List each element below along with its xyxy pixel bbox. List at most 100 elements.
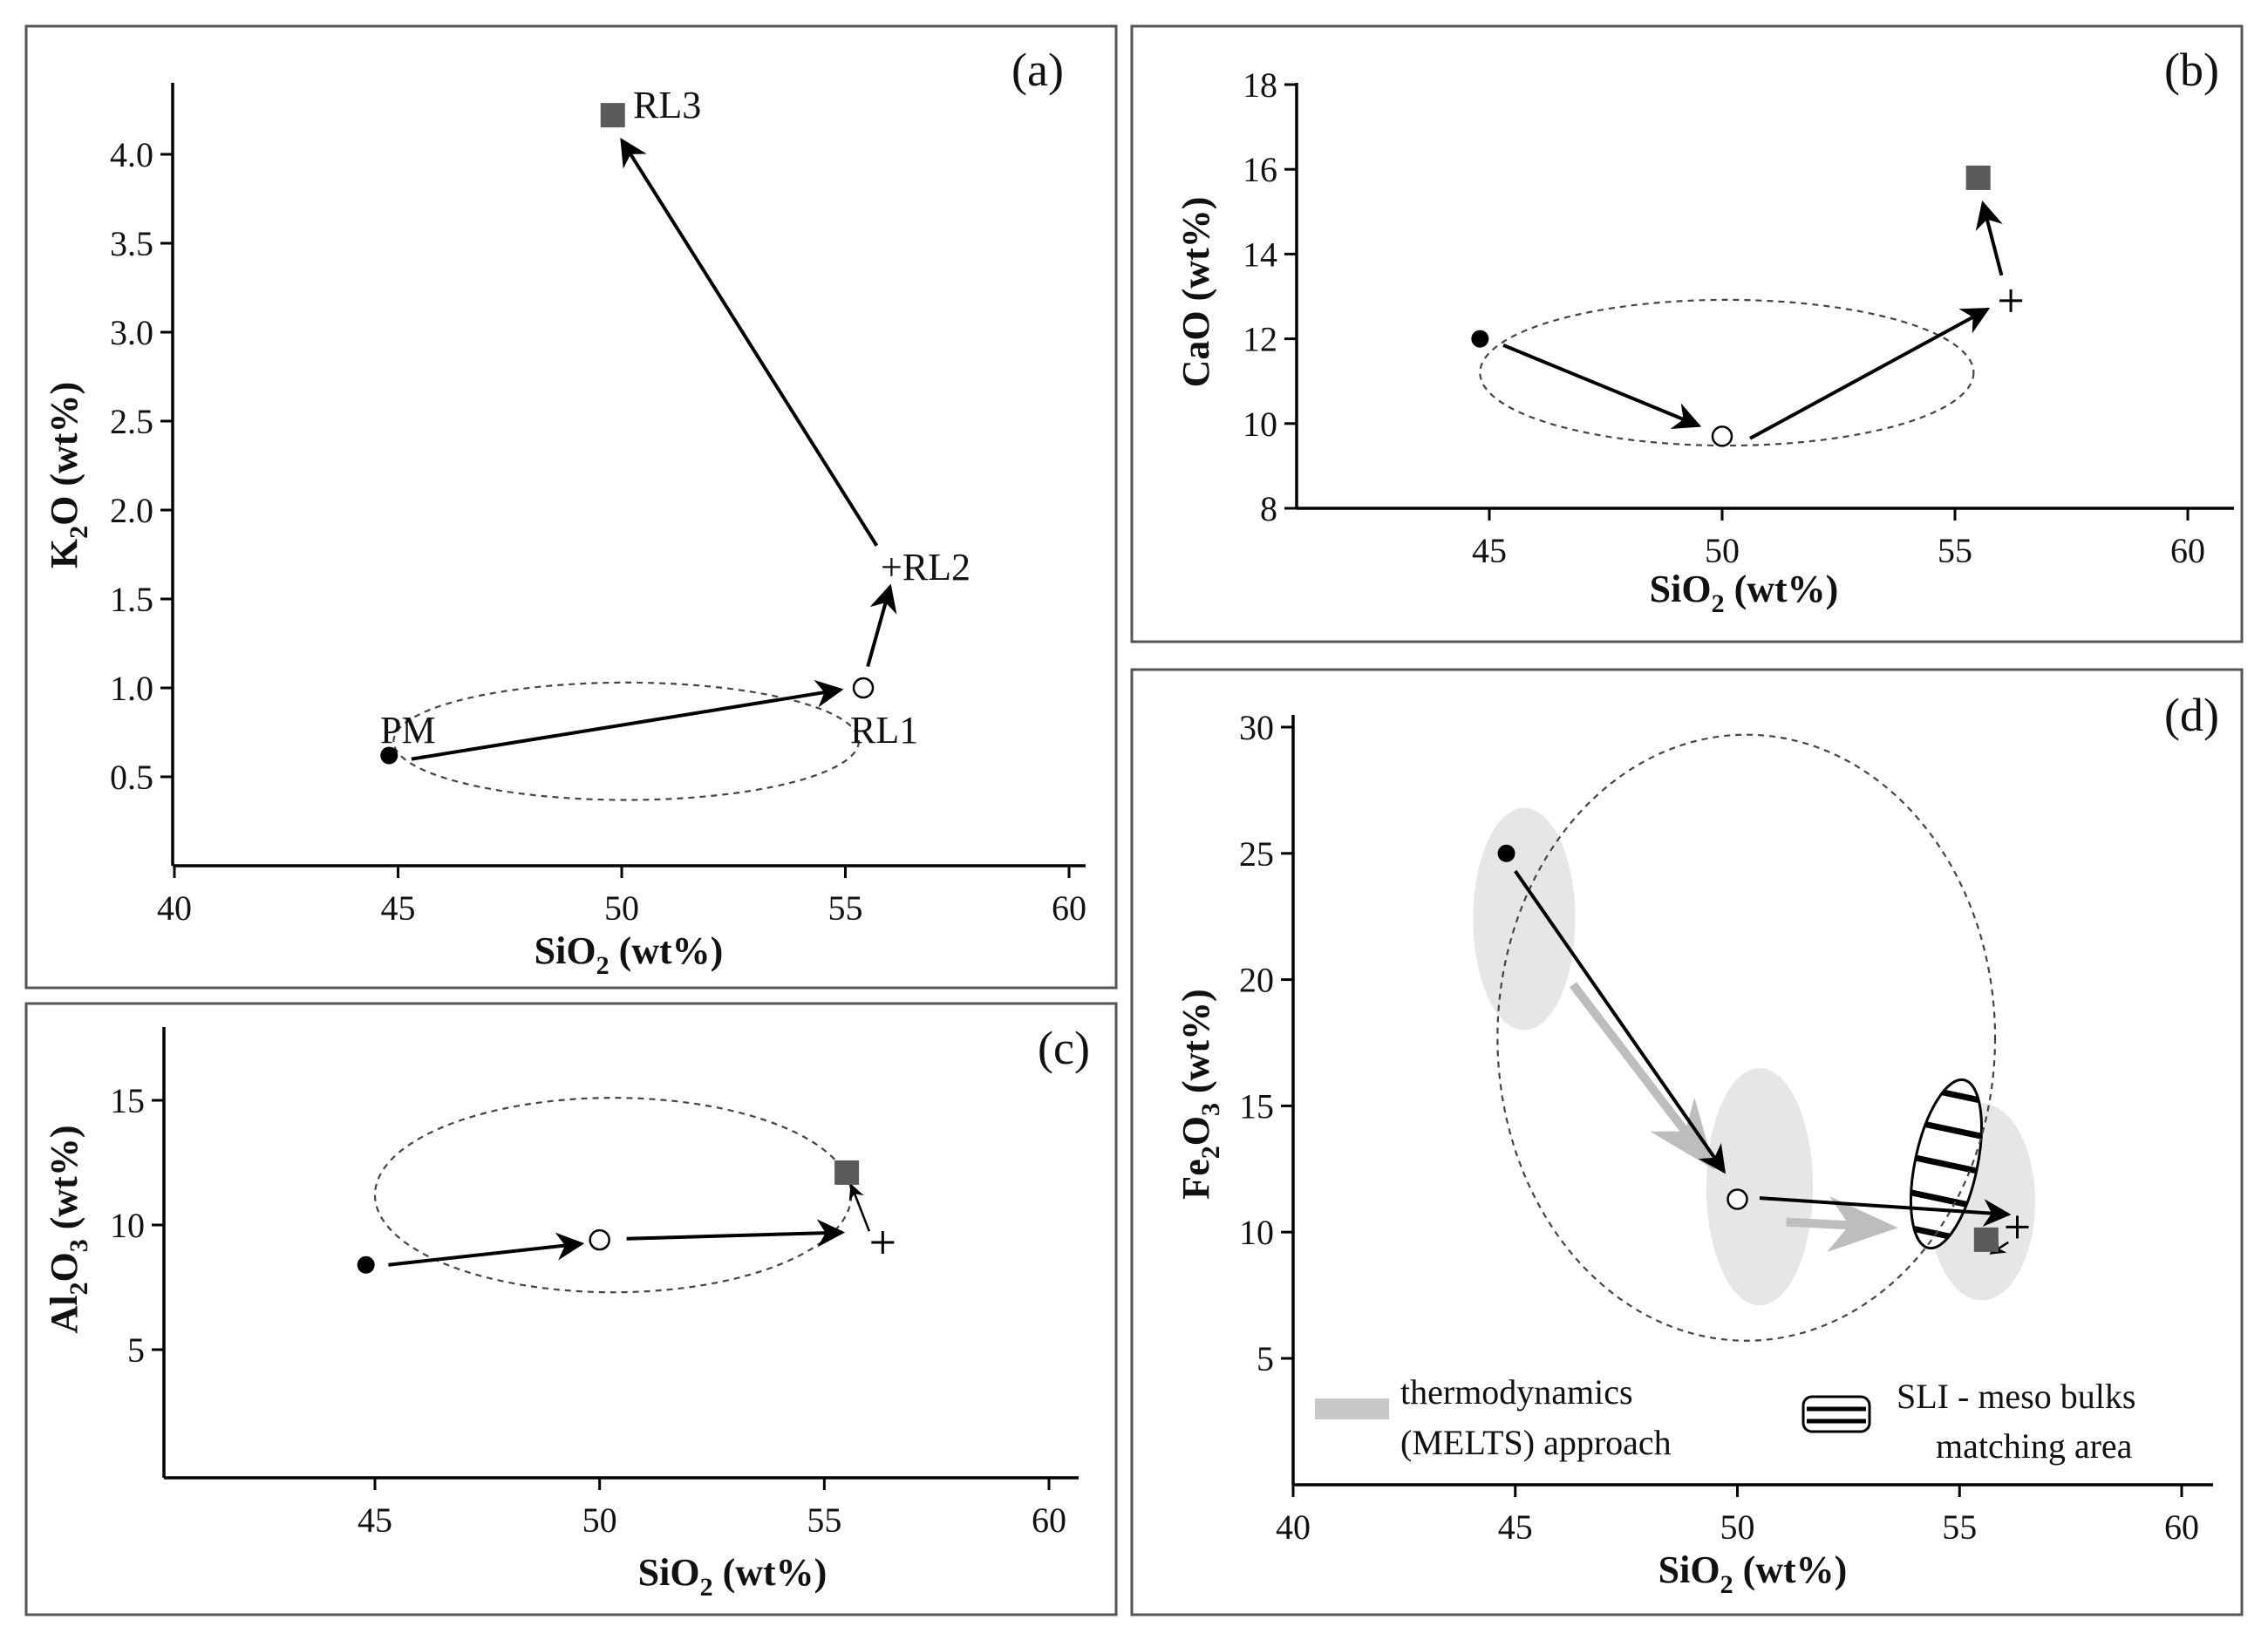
sli-matching-area	[1910, 1078, 1983, 1250]
panel-a-arrow-0	[411, 679, 844, 761]
panel-d-ylabel-sub2: 3	[1196, 1103, 1225, 1116]
panel-a-ytick-label: 3.5	[110, 224, 153, 263]
panel-c-arrow-1	[626, 1219, 846, 1248]
panel-d-xtick-label: 50	[1720, 1507, 1755, 1547]
panel-b-point-rl1	[1711, 425, 1733, 447]
panel-a-ytick-label: 3.0	[110, 313, 153, 352]
panel-c-xtick-label: 50	[582, 1500, 617, 1540]
panel-a: 40 45 50 55 60 0.5 1.0 1.5 2.0 2.5 3.0 3.5 4.0 (a) R…	[43, 44, 1086, 980]
legend-sli-line2: matching area	[1936, 1426, 2133, 1466]
panel-b-xtick-label: 55	[1938, 531, 1972, 570]
panel-c-xlabel-main: SiO	[638, 1551, 700, 1594]
legend-melts-swatch	[1315, 1398, 1389, 1419]
panel-c-ytick-label: 10	[110, 1206, 145, 1245]
panel-c-xtick-label: 60	[1032, 1500, 1066, 1540]
panel-b-point-rl3	[1965, 165, 1991, 190]
panel-a-ytick-label: 1.5	[110, 580, 153, 619]
panel-a-frame	[24, 24, 1118, 990]
panel-c-ylabel-main: Al	[43, 1295, 85, 1333]
panel-d-xtick-label: 45	[1498, 1507, 1533, 1547]
label-rl3: RL3	[633, 84, 701, 126]
panel-c-arrow-2	[848, 1183, 871, 1232]
panel-a-ylabel-tail: O (wt%)	[43, 382, 85, 526]
panel-a-xtick-label: 55	[828, 888, 863, 928]
panel-a-ylabel-sub: 2	[65, 526, 93, 539]
panel-d-xtick-label: 60	[2164, 1507, 2199, 1547]
panel-b-xtick-label: 45	[1472, 531, 1507, 570]
panel-c-xlabel-tail: (wt%)	[713, 1551, 828, 1594]
panel-c-ylabel-tail: O	[43, 1252, 85, 1282]
panel-d-xtick-label: 40	[1276, 1507, 1311, 1547]
panel-d-arrow-0	[1514, 869, 1727, 1174]
panel-a-point-rl1	[852, 677, 875, 699]
panel-a-xtick-label: 60	[1052, 888, 1086, 928]
panel-a-point-pm	[380, 746, 398, 765]
panel-a-arrow-1	[866, 583, 897, 668]
panel-a-ytick-label: 2.5	[110, 402, 153, 441]
panel-a-ytick-label: 1.0	[110, 669, 153, 708]
legend-sli-line1: SLI - meso bulks	[1897, 1377, 2135, 1416]
panel-b-frame	[1130, 24, 2244, 643]
label-rl2-plus: +	[881, 546, 902, 589]
panel-b-ytick-label: 8	[1260, 489, 1277, 528]
panel-c-envelope	[373, 1097, 853, 1294]
panel-a-ylabel: K2O (wt%)	[43, 382, 93, 568]
panel-a-ytick-label: 4.0	[110, 135, 153, 174]
panel-a-label: (a)	[1011, 44, 1064, 96]
panel-d-ylabel-tail2: (wt%)	[1175, 989, 1217, 1103]
panel-b-arrow-2	[1975, 200, 2004, 276]
panel-b-xlabel-tail: (wt%)	[1725, 568, 1839, 610]
panel-d-xlabel-main: SiO	[1658, 1548, 1720, 1591]
panel-a-envelope	[392, 681, 860, 801]
panel-d-envelope	[1496, 733, 1997, 1342]
melts-arrow-1	[1786, 1196, 1898, 1253]
panel-d-xtick-label: 55	[1942, 1507, 1977, 1547]
panel-b-ytick-label: 14	[1243, 235, 1277, 274]
panel-b-xtick-label: 50	[1705, 531, 1740, 570]
panel-d-ytick-label: 25	[1239, 834, 1274, 874]
panel-d-point-pm	[1497, 844, 1515, 862]
panel-c-point-rl1	[589, 1228, 610, 1251]
panel-b-xlabel-sub: 2	[1712, 589, 1725, 618]
panel-c-ytick-label: 5	[127, 1330, 145, 1370]
panel-a-arrow-2	[620, 137, 879, 547]
panel-b-point-pm	[1471, 330, 1489, 348]
melts-area-1	[1706, 1067, 1814, 1306]
panel-d-ytick-label: 10	[1239, 1213, 1274, 1252]
panel-a-xtick-label: 40	[157, 888, 192, 928]
panel-c-frame	[24, 1002, 1118, 1616]
panel-b-ytick-label: 12	[1243, 320, 1277, 359]
panel-d-ylabel: Fe2O3 (wt%)	[1175, 989, 1225, 1199]
panel-d-point-rl3	[1973, 1227, 1999, 1252]
panel-c-xtick-label: 55	[807, 1500, 841, 1540]
panel-a-ylabel-main: K	[43, 539, 85, 568]
panel-c-arrow-0	[388, 1232, 585, 1267]
panel-c-xtick-label: 45	[358, 1500, 392, 1540]
panel-b-ytick-label: 18	[1243, 65, 1277, 105]
panel-b-point-rl2	[1999, 289, 2023, 312]
panel-d-point-rl1	[1727, 1188, 1748, 1210]
panel-d-ylabel-tail: O	[1175, 1116, 1217, 1146]
panel-b-ylabel-main: CaO (wt%)	[1175, 197, 1217, 388]
panel-b-ytick-label: 16	[1243, 150, 1277, 189]
panel-a-ytick-label: 0.5	[110, 758, 153, 797]
label-rl1: RL1	[850, 709, 918, 752]
panel-c-ytick-label: 15	[110, 1081, 145, 1120]
panel-d-ylabel-main: Fe	[1175, 1159, 1217, 1199]
panel-c-ylabel-sub2: 3	[65, 1239, 93, 1252]
panel-d-ytick-label: 5	[1257, 1339, 1274, 1378]
panel-b-label: (b)	[2164, 44, 2219, 96]
panel-d-xlabel: SiO2 (wt%)	[1658, 1548, 1848, 1599]
panel-a-point-rl3	[600, 103, 625, 128]
panel-d-ytick-label: 15	[1239, 1086, 1274, 1126]
panel-d-ytick-label: 20	[1239, 961, 1274, 1000]
panel-c-point-rl2	[871, 1231, 895, 1255]
legend-melts-line1: thermodynamics	[1400, 1372, 1633, 1412]
label-rl2-text: RL2	[902, 546, 971, 589]
panel-d-arrow-1	[1759, 1196, 2012, 1227]
panel-c-ylabel-sub: 2	[65, 1282, 93, 1295]
panel-b-envelope	[1479, 298, 1975, 447]
panel-b-arrow-0	[1502, 344, 1702, 430]
panel-d-point-rl2	[2006, 1215, 2029, 1239]
